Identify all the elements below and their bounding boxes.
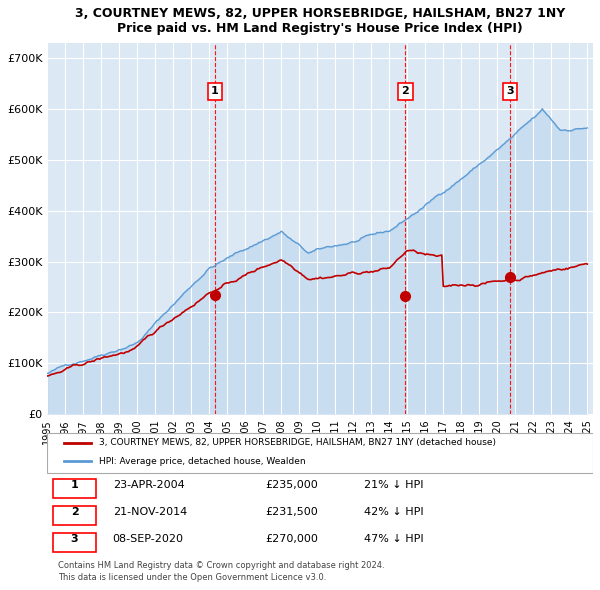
Text: £235,000: £235,000	[265, 480, 318, 490]
FancyBboxPatch shape	[53, 506, 97, 525]
Text: 23-APR-2004: 23-APR-2004	[113, 480, 184, 490]
Text: 1: 1	[211, 86, 219, 96]
Text: 42% ↓ HPI: 42% ↓ HPI	[364, 507, 423, 517]
Text: 21% ↓ HPI: 21% ↓ HPI	[364, 480, 423, 490]
Text: 47% ↓ HPI: 47% ↓ HPI	[364, 534, 423, 544]
Text: £270,000: £270,000	[265, 534, 319, 544]
FancyBboxPatch shape	[53, 533, 97, 552]
Text: 08-SEP-2020: 08-SEP-2020	[113, 534, 184, 544]
Text: 3, COURTNEY MEWS, 82, UPPER HORSEBRIDGE, HAILSHAM, BN27 1NY (detached house): 3, COURTNEY MEWS, 82, UPPER HORSEBRIDGE,…	[99, 438, 496, 447]
Text: 3: 3	[506, 86, 514, 96]
Text: This data is licensed under the Open Government Licence v3.0.: This data is licensed under the Open Gov…	[58, 573, 326, 582]
Text: HPI: Average price, detached house, Wealden: HPI: Average price, detached house, Weal…	[99, 457, 306, 466]
Text: Contains HM Land Registry data © Crown copyright and database right 2024.: Contains HM Land Registry data © Crown c…	[58, 562, 385, 571]
Text: £231,500: £231,500	[265, 507, 318, 517]
FancyBboxPatch shape	[47, 432, 593, 473]
Text: 3: 3	[71, 534, 79, 544]
Text: 21-NOV-2014: 21-NOV-2014	[113, 507, 187, 517]
Text: 1: 1	[71, 480, 79, 490]
Text: 2: 2	[71, 507, 79, 517]
Title: 3, COURTNEY MEWS, 82, UPPER HORSEBRIDGE, HAILSHAM, BN27 1NY
Price paid vs. HM La: 3, COURTNEY MEWS, 82, UPPER HORSEBRIDGE,…	[75, 7, 565, 35]
Text: 2: 2	[401, 86, 409, 96]
FancyBboxPatch shape	[53, 479, 97, 497]
